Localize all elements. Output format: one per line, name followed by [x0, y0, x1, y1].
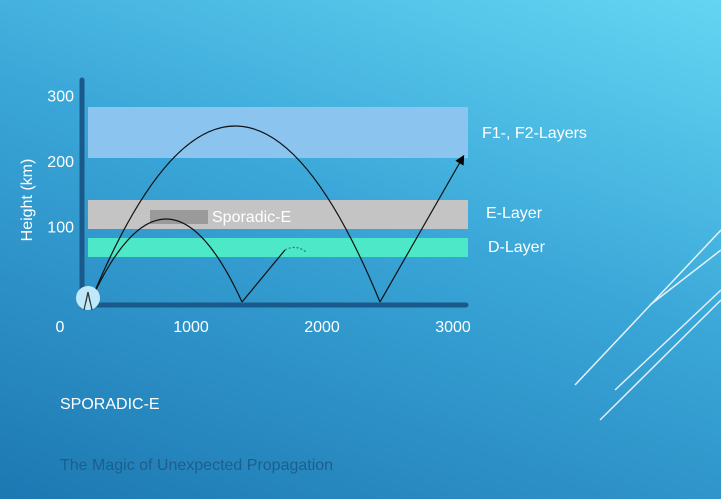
y-tick-label: 200 [47, 154, 74, 171]
sporadic-patch [150, 210, 208, 224]
propagation-paths [91, 125, 465, 303]
layer-label: E-Layer [486, 205, 543, 222]
x-tick-label: 3000 [435, 319, 471, 336]
y-tick-label: 100 [47, 220, 74, 237]
d-layer-band [88, 238, 468, 257]
layer-label: D-Layer [488, 239, 546, 256]
antenna-icon [83, 291, 93, 311]
layer-label: F1-, F2-Layers [482, 125, 587, 142]
sporadic-label: Sporadic-E [212, 209, 291, 226]
y-tick-label: 300 [47, 89, 74, 106]
x-tick-label: 2000 [304, 319, 340, 336]
slide-subtitle: The Magic of Unexpected Propagation [60, 457, 333, 474]
slide-title: SPORADIC-E [60, 396, 160, 413]
x-tick-label: 1000 [173, 319, 209, 336]
antenna [76, 286, 100, 310]
f-layer-band [88, 107, 468, 158]
y-axis-label: Height (km) [19, 159, 36, 242]
decoration [574, 229, 721, 421]
x-tick-label: 0 [56, 319, 65, 336]
